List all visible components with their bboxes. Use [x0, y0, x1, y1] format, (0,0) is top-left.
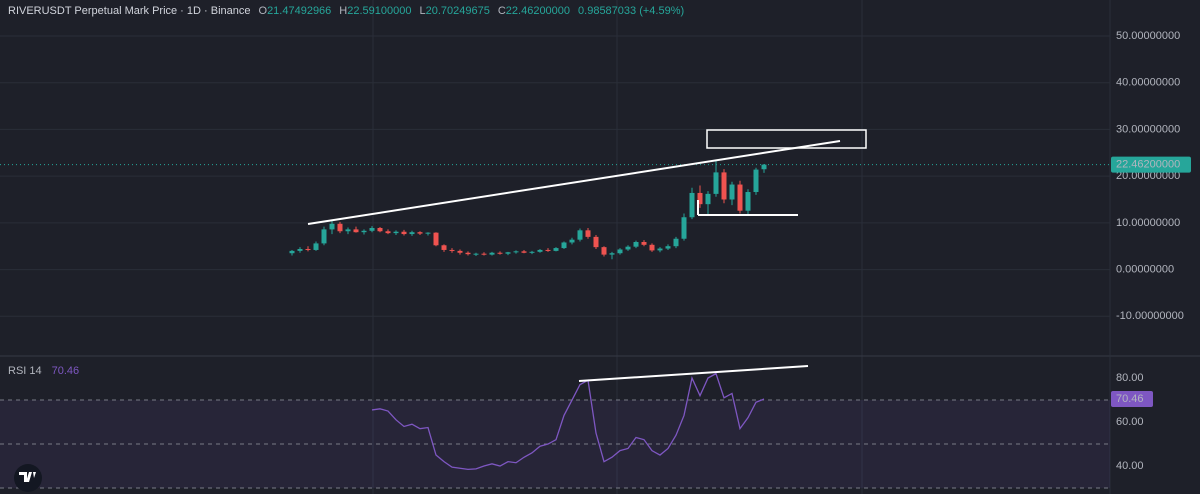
candle-body — [385, 231, 391, 234]
candle-body — [657, 248, 663, 251]
logo — [14, 464, 42, 492]
candle-body — [545, 249, 551, 251]
candle-body — [729, 184, 735, 200]
candle-body — [745, 192, 751, 211]
y-tick-label: 50.00000000 — [1116, 30, 1180, 42]
header: RIVERUSDT Perpetual Mark Price · 1D · Bi… — [8, 5, 684, 377]
candle-body — [449, 249, 455, 251]
candle-body — [721, 172, 727, 200]
candle-body — [321, 229, 327, 244]
ohlc-value: 21.47492966 — [267, 5, 331, 17]
y-tick-label: 20.00000000 — [1116, 170, 1180, 182]
candle-body — [369, 227, 375, 231]
last-price-tag — [1111, 156, 1191, 173]
candle-body — [353, 229, 359, 233]
candle-body — [425, 232, 431, 234]
candle-body — [489, 252, 495, 255]
candle-body — [337, 223, 343, 232]
candle-body — [297, 249, 303, 251]
rsi-line — [371, 372, 765, 471]
rsi-value: 70.46 — [52, 365, 80, 377]
candle-body — [377, 227, 383, 232]
candle-body — [737, 184, 743, 211]
header-text: RIVERUSDT Perpetual Mark Price · 1D · Bi… — [8, 5, 684, 17]
target-box — [706, 129, 867, 149]
ohlc-value: 22.46200000 — [506, 5, 570, 17]
candle-body — [553, 248, 559, 251]
candle-body — [569, 239, 575, 243]
y-tick-label: 80.00 — [1116, 372, 1144, 384]
candle-body — [665, 246, 671, 249]
symbol-title: RIVERUSDT Perpetual Mark Price · 1D · Bi… — [8, 5, 251, 17]
candle-body — [345, 229, 351, 232]
candle-body — [705, 193, 711, 205]
drawings — [307, 129, 867, 382]
candle-body — [761, 164, 767, 170]
candle-body — [673, 238, 679, 247]
ohlc-value: 22.59100000 — [347, 5, 411, 17]
candle-body — [633, 242, 639, 247]
candle-body — [393, 231, 399, 234]
candle-body — [417, 232, 423, 234]
candle-body — [313, 243, 319, 250]
candle-body — [625, 246, 631, 250]
candle-body — [305, 249, 311, 251]
ohlc-letter: H — [339, 5, 347, 17]
y-tick-label: 60.00 — [1116, 416, 1144, 428]
candle-body — [521, 251, 527, 253]
candle-body — [457, 250, 463, 253]
candle-body — [361, 230, 367, 233]
ohlc-letter: L — [419, 5, 425, 17]
ohlc-value: 20.70249675 — [426, 5, 490, 17]
candle-body — [585, 230, 591, 237]
candle-body — [513, 251, 519, 253]
candle-body — [537, 249, 543, 252]
candle-body — [641, 242, 647, 245]
last-price-label: 22.46200000 — [1116, 159, 1180, 171]
candle-body — [401, 231, 407, 235]
candle-body — [753, 169, 759, 193]
candle-body — [681, 217, 687, 239]
marks: -10.00000000 0.00000000 10.00000000 20.0000… — [0, 30, 1191, 489]
logo-mark — [19, 472, 36, 482]
candle-body — [689, 192, 695, 218]
candle-body — [465, 252, 471, 255]
change-value: 0.98587033 (+4.59%) — [578, 5, 684, 17]
candle-body — [561, 242, 567, 249]
candle-body — [713, 172, 719, 194]
candle-body — [289, 250, 295, 254]
candle-body — [617, 249, 623, 254]
candle-body — [577, 230, 583, 240]
candle-body — [497, 252, 503, 254]
y-tick-label: 40.00000000 — [1116, 77, 1180, 89]
y-tick-label: 0.00000000 — [1116, 263, 1174, 275]
y-tick-label: 10.00000000 — [1116, 217, 1180, 229]
candle-body — [433, 232, 439, 246]
rsi-name: RSI 14 — [8, 365, 42, 377]
candle-body — [529, 251, 535, 253]
rsi-tag — [1111, 391, 1153, 408]
candle-body — [505, 252, 511, 254]
candle-body — [601, 247, 607, 255]
candle-body — [409, 232, 415, 235]
rsi-title: RSI 14 70.46 — [8, 365, 79, 377]
candle-body — [473, 253, 479, 255]
candle-body — [441, 245, 447, 250]
ohlc-letter: C — [498, 5, 506, 17]
ohlc-letter: O — [259, 5, 268, 17]
candle-body — [649, 244, 655, 251]
rsi-tag-label: 70.46 — [1116, 393, 1144, 405]
candle-body — [329, 223, 335, 230]
candle-body — [593, 236, 599, 248]
candle-body — [609, 253, 615, 255]
y-tick-label: -10.00000000 — [1116, 310, 1184, 322]
trendline — [307, 140, 841, 225]
candle-body — [697, 192, 703, 205]
rsi-trendline — [578, 365, 809, 382]
y-tick-label: 40.00 — [1116, 460, 1144, 472]
y-tick-label: 30.00000000 — [1116, 123, 1180, 135]
candle-body — [481, 253, 487, 255]
